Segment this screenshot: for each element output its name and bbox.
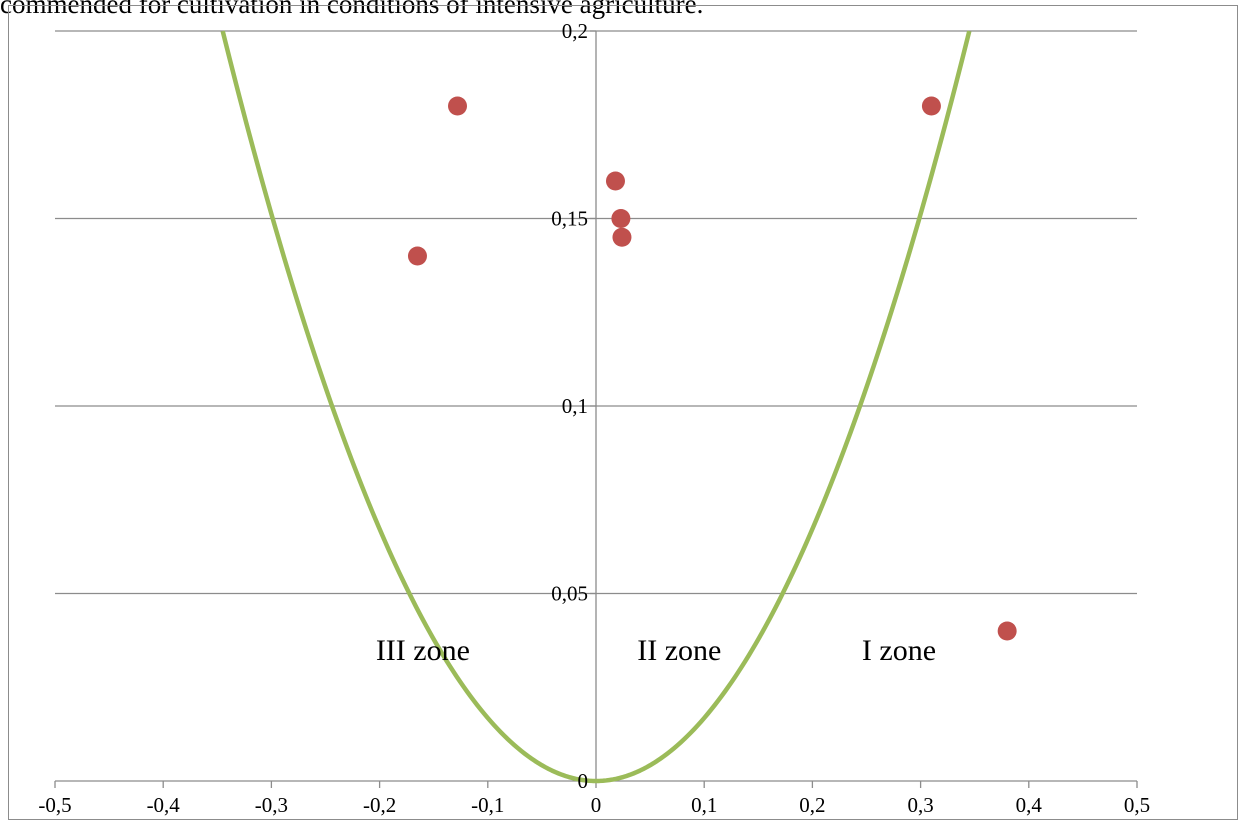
- axes: [54, 30, 1138, 788]
- zone-label-1: III zone: [376, 634, 470, 667]
- zone-label-2: II zone: [637, 634, 721, 667]
- data-point-5: [612, 227, 632, 247]
- parabola-curve: [220, 30, 972, 784]
- data-point-7: [997, 621, 1017, 641]
- data-point-4: [611, 209, 631, 228]
- data-point-2: [407, 246, 427, 266]
- x-tick-label: -0,5: [38, 793, 71, 817]
- data-point-6: [921, 96, 941, 116]
- x-tick-label: 0,3: [907, 793, 933, 817]
- zone-label-3: I zone: [862, 634, 936, 667]
- caption-text: commended for cultivation in conditions …: [0, 0, 704, 19]
- y-tick-label: 0,1: [562, 394, 588, 418]
- zone-labels: III zone II zone I zone: [376, 634, 936, 667]
- y-tick-label: 0,15: [551, 207, 588, 231]
- y-tick-label: 0: [578, 769, 589, 793]
- x-tick-label: 0,2: [799, 793, 825, 817]
- x-tick-label: 0,4: [1016, 793, 1043, 817]
- tick-labels: -0,5 -0,4 -0,3 -0,2 -0,1 0 0,1 0,2 0,3 0,4 0,5 0 0,0…: [38, 19, 1150, 817]
- point-layer: [407, 96, 1017, 641]
- x-tick-label: -0,1: [471, 793, 504, 817]
- x-tick-label: -0,4: [147, 793, 181, 817]
- x-tick-label: -0,3: [255, 793, 288, 817]
- data-point-3: [605, 171, 625, 191]
- y-tick-label: 0,05: [551, 582, 588, 606]
- x-tick-label: 0: [591, 793, 602, 817]
- data-point-1: [448, 96, 468, 116]
- x-tick-label: -0,2: [363, 793, 396, 817]
- curve-layer: [220, 30, 972, 784]
- x-tick-label: 0,5: [1124, 793, 1150, 817]
- x-tick-label: 0,1: [691, 793, 717, 817]
- chart-frame: [8, 5, 1238, 820]
- y-tick-label: 0,2: [562, 19, 588, 43]
